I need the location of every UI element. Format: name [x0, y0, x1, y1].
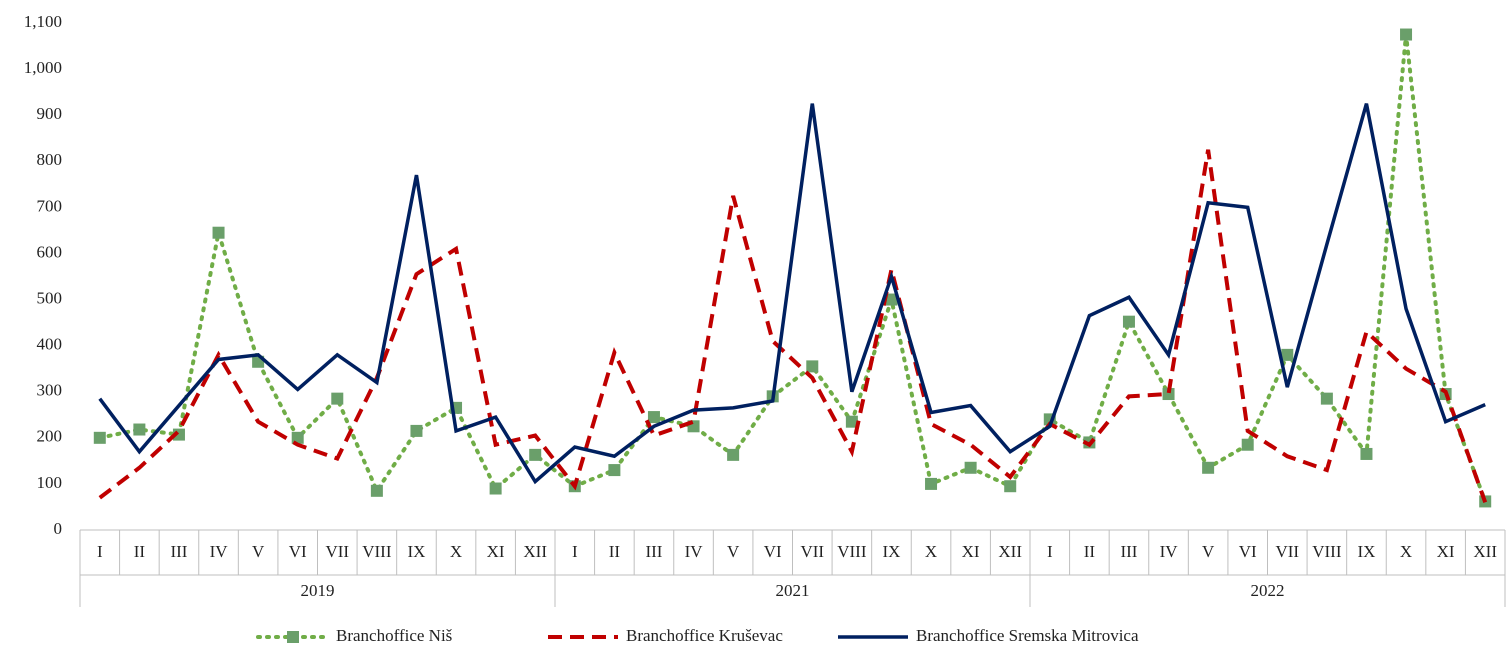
x-tick-label: XI: [962, 542, 980, 561]
x-tick-label: X: [450, 542, 462, 561]
y-tick-label: 600: [37, 242, 63, 261]
marker: [1320, 392, 1333, 405]
marker: [1004, 480, 1017, 493]
x-tick-label: V: [727, 542, 740, 561]
x-tick-label: III: [1120, 542, 1137, 561]
marker: [608, 464, 621, 477]
y-tick-label: 900: [37, 104, 63, 123]
marker: [647, 411, 660, 424]
x-tick-label: XII: [523, 542, 547, 561]
y-tick-label: 0: [54, 519, 63, 538]
x-tick-label: XII: [998, 542, 1022, 561]
x-tick-label: X: [1400, 542, 1412, 561]
legend-label: Branchoffice Kruševac: [626, 626, 783, 645]
x-tick-label: II: [609, 542, 621, 561]
y-tick-label: 400: [37, 335, 63, 354]
x-tick-label: XII: [1473, 542, 1497, 561]
x-tick-label: X: [925, 542, 937, 561]
marker: [1241, 438, 1254, 451]
marker: [410, 424, 423, 437]
marker: [1162, 388, 1175, 401]
marker: [1400, 28, 1413, 41]
x-tick-label: III: [645, 542, 662, 561]
marker: [1281, 348, 1294, 361]
x-tick-label: VIII: [1312, 542, 1342, 561]
marker: [291, 431, 304, 444]
marker: [331, 392, 344, 405]
y-tick-label: 200: [37, 427, 63, 446]
x-tick-label: IX: [1357, 542, 1375, 561]
x-tick-label: VII: [325, 542, 349, 561]
marker: [370, 484, 383, 497]
x-tick-label: I: [1047, 542, 1053, 561]
legend-label: Branchoffice Sremska Mitrovica: [916, 626, 1139, 645]
marker: [1202, 461, 1215, 474]
x-tick-label: VI: [764, 542, 782, 561]
group-label: 2019: [301, 581, 335, 600]
x-tick-label: VI: [289, 542, 307, 561]
x-tick-label: V: [252, 542, 265, 561]
y-tick-label: 1,000: [24, 58, 62, 77]
marker: [806, 360, 819, 373]
y-tick-label: 1,100: [24, 12, 62, 31]
marker: [93, 431, 106, 444]
line-series: [98, 149, 1488, 504]
x-tick-label: VII: [1275, 542, 1299, 561]
x-tick-label: IX: [407, 542, 425, 561]
y-tick-label: 800: [37, 150, 63, 169]
x-tick-label: VI: [1239, 542, 1257, 561]
marker: [529, 448, 542, 461]
y-tick-label: 700: [37, 196, 63, 215]
x-tick-label: VII: [800, 542, 824, 561]
marker: [964, 461, 977, 474]
legend-label: Branchoffice Niš: [336, 626, 453, 645]
marker: [489, 482, 502, 495]
x-tick-label: III: [170, 542, 187, 561]
line-series: [98, 103, 1486, 485]
x-tick-label: II: [1084, 542, 1096, 561]
x-tick-label: V: [1202, 542, 1215, 561]
x-tick-label: XI: [1437, 542, 1455, 561]
x-tick-label: XI: [487, 542, 505, 561]
x-tick-label: IX: [882, 542, 900, 561]
marker: [845, 415, 858, 428]
x-tick-label: II: [134, 542, 146, 561]
line-series: [97, 34, 1488, 504]
marker: [1360, 447, 1373, 460]
marker: [212, 226, 225, 239]
group-label: 2021: [776, 581, 810, 600]
x-tick-label: VIII: [837, 542, 867, 561]
marker: [133, 423, 146, 436]
x-tick-label: IV: [1160, 542, 1179, 561]
marker: [1122, 315, 1135, 328]
group-label: 2022: [1251, 581, 1285, 600]
marker: [885, 293, 898, 306]
marker: [925, 477, 938, 490]
y-tick-label: 500: [37, 288, 63, 307]
x-tick-label: I: [97, 542, 103, 561]
legend-marker: [287, 631, 299, 643]
x-tick-label: I: [572, 542, 578, 561]
x-tick-label: VIII: [362, 542, 392, 561]
x-tick-label: IV: [685, 542, 704, 561]
marker: [727, 448, 740, 461]
y-tick-label: 300: [37, 381, 63, 400]
y-tick-label: 100: [37, 473, 63, 492]
x-tick-label: IV: [210, 542, 229, 561]
